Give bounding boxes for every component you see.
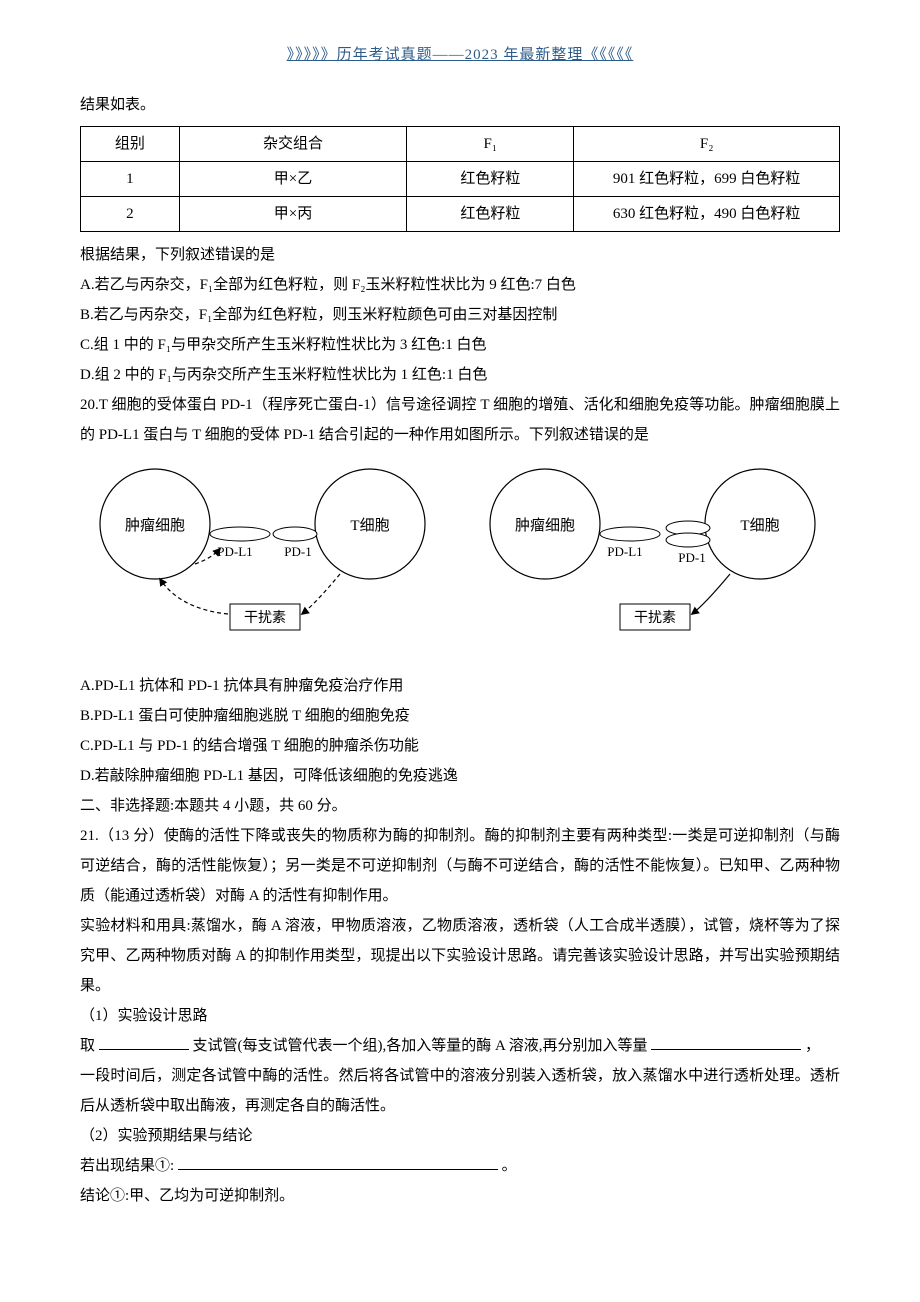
tumor-label: 肿瘤细胞: [515, 517, 575, 534]
tumor-label: 肿瘤细胞: [125, 517, 185, 534]
arrow-ifn-tumor: [160, 579, 228, 614]
arrow-tcell-ifn: [692, 574, 730, 614]
q21-p2-line: 若出现结果①: 。: [80, 1151, 840, 1181]
td: 红色籽粒: [407, 162, 574, 197]
td: 2: [81, 197, 180, 232]
ifn-text: 干扰素: [244, 610, 286, 626]
after-table-text: 根据结果，下列叙述错误的是: [80, 240, 840, 270]
q19-option-b: B.若乙与丙杂交，F₁全部为红色籽粒，则玉米籽粒颜色可由三对基因控制: [80, 300, 840, 330]
th-3: F₂: [574, 127, 840, 162]
th-0: 组别: [81, 127, 180, 162]
td: 红色籽粒: [407, 197, 574, 232]
blank-3: [178, 1155, 498, 1170]
td: 甲×丙: [179, 197, 407, 232]
tcell-label: T细胞: [350, 517, 389, 534]
table-header-row: 组别 杂交组合 F₁ F₂: [81, 127, 840, 162]
q21-p2-prefix: 若出现结果①:: [80, 1158, 174, 1174]
th-1: 杂交组合: [179, 127, 407, 162]
q21-p1-after: 一段时间后，测定各试管中酶的活性。然后将各试管中的溶液分别装入透析袋，放入蒸馏水…: [80, 1061, 840, 1121]
q21-stem1: 21.（13 分）使酶的活性下降或丧失的物质称为酶的抑制剂。酶的抑制剂主要有两种…: [80, 821, 840, 911]
th-2: F₁: [407, 127, 574, 162]
q21-p1-title: （1）实验设计思路: [80, 1001, 840, 1031]
q20-stem: 20.T 细胞的受体蛋白 PD-1（程序死亡蛋白-1）信号途径调控 T 细胞的增…: [80, 390, 840, 450]
td: 901 红色籽粒，699 白色籽粒: [574, 162, 840, 197]
q19-option-d: D.组 2 中的 F₁与丙杂交所产生玉米籽粒性状比为 1 红色:1 白色: [80, 360, 840, 390]
q21-p2-end: 。: [502, 1158, 517, 1174]
pdl1-text: PD-L1: [607, 544, 642, 559]
page-header: 》》》》》历年考试真题——2023 年最新整理《《《《《: [80, 40, 840, 70]
arrow-tcell-ifn: [302, 574, 340, 614]
td: 甲×乙: [179, 162, 407, 197]
q20-option-d: D.若敲除肿瘤细胞 PD-L1 基因，可降低该细胞的免疫逃逸: [80, 761, 840, 791]
diagram-left-svg: 肿瘤细胞 T细胞 PD-L1 PD-1 干扰素: [80, 464, 450, 644]
pd1-text: PD-1: [284, 544, 311, 559]
cross-table: 组别 杂交组合 F₁ F₂ 1 甲×乙 红色籽粒 901 红色籽粒，699 白色…: [80, 126, 840, 232]
q19-option-a: A.若乙与丙杂交，F₁全部为红色籽粒，则 F₂玉米籽粒性状比为 9 红色:7 白…: [80, 270, 840, 300]
table-row: 1 甲×乙 红色籽粒 901 红色籽粒，699 白色籽粒: [81, 162, 840, 197]
table-row: 2 甲×丙 红色籽粒 630 红色籽粒，490 白色籽粒: [81, 197, 840, 232]
ifn-text: 干扰素: [634, 610, 676, 626]
pdl1-shape: [600, 527, 660, 541]
q21-p1-fill: 取 支试管(每支试管代表一个组),各加入等量的酶 A 溶液,再分别加入等量 ，: [80, 1031, 840, 1061]
tcell-label: T细胞: [740, 517, 779, 534]
td: 1: [81, 162, 180, 197]
q20-option-b: B.PD-L1 蛋白可使肿瘤细胞逃脱 T 细胞的细胞免疫: [80, 701, 840, 731]
pdl1-text: PD-L1: [217, 544, 252, 559]
pd1-shape-b: [666, 533, 710, 547]
q21-p1-mid: 支试管(每支试管代表一个组),各加入等量的酶 A 溶液,再分别加入等量: [193, 1038, 648, 1054]
section2-title: 二、非选择题:本题共 4 小题，共 60 分。: [80, 791, 840, 821]
q21-p2-conc: 结论①:甲、乙均为可逆抑制剂。: [80, 1181, 840, 1211]
q19-option-c: C.组 1 中的 F₁与甲杂交所产生玉米籽粒性状比为 3 红色:1 白色: [80, 330, 840, 360]
blank-1: [99, 1035, 189, 1050]
pd1-text: PD-1: [678, 550, 705, 565]
pdl1-shape: [210, 527, 270, 541]
diagram-left: 肿瘤细胞 T细胞 PD-L1 PD-1 干扰素: [80, 464, 450, 655]
q21-p1-tail: ，: [805, 1038, 820, 1054]
q21-p1-before: 取: [80, 1038, 95, 1054]
q21-stem2: 实验材料和用具:蒸馏水，酶 A 溶液，甲物质溶液，乙物质溶液，透析袋（人工合成半…: [80, 911, 840, 1001]
pd1-shape: [273, 527, 317, 541]
q20-option-a: A.PD-L1 抗体和 PD-1 抗体具有肿瘤免疫治疗作用: [80, 671, 840, 701]
td: 630 红色籽粒，490 白色籽粒: [574, 197, 840, 232]
q20-option-c: C.PD-L1 与 PD-1 的结合增强 T 细胞的肿瘤杀伤功能: [80, 731, 840, 761]
intro-text: 结果如表。: [80, 90, 840, 120]
diagram-right: 肿瘤细胞 T细胞 PD-L1 PD-1 干扰素: [470, 464, 840, 655]
q21-p2-title: （2）实验预期结果与结论: [80, 1121, 840, 1151]
diagram-right-svg: 肿瘤细胞 T细胞 PD-L1 PD-1 干扰素: [470, 464, 840, 644]
blank-2: [651, 1035, 801, 1050]
diagram-row: 肿瘤细胞 T细胞 PD-L1 PD-1 干扰素 肿瘤细胞 T细胞: [80, 464, 840, 655]
